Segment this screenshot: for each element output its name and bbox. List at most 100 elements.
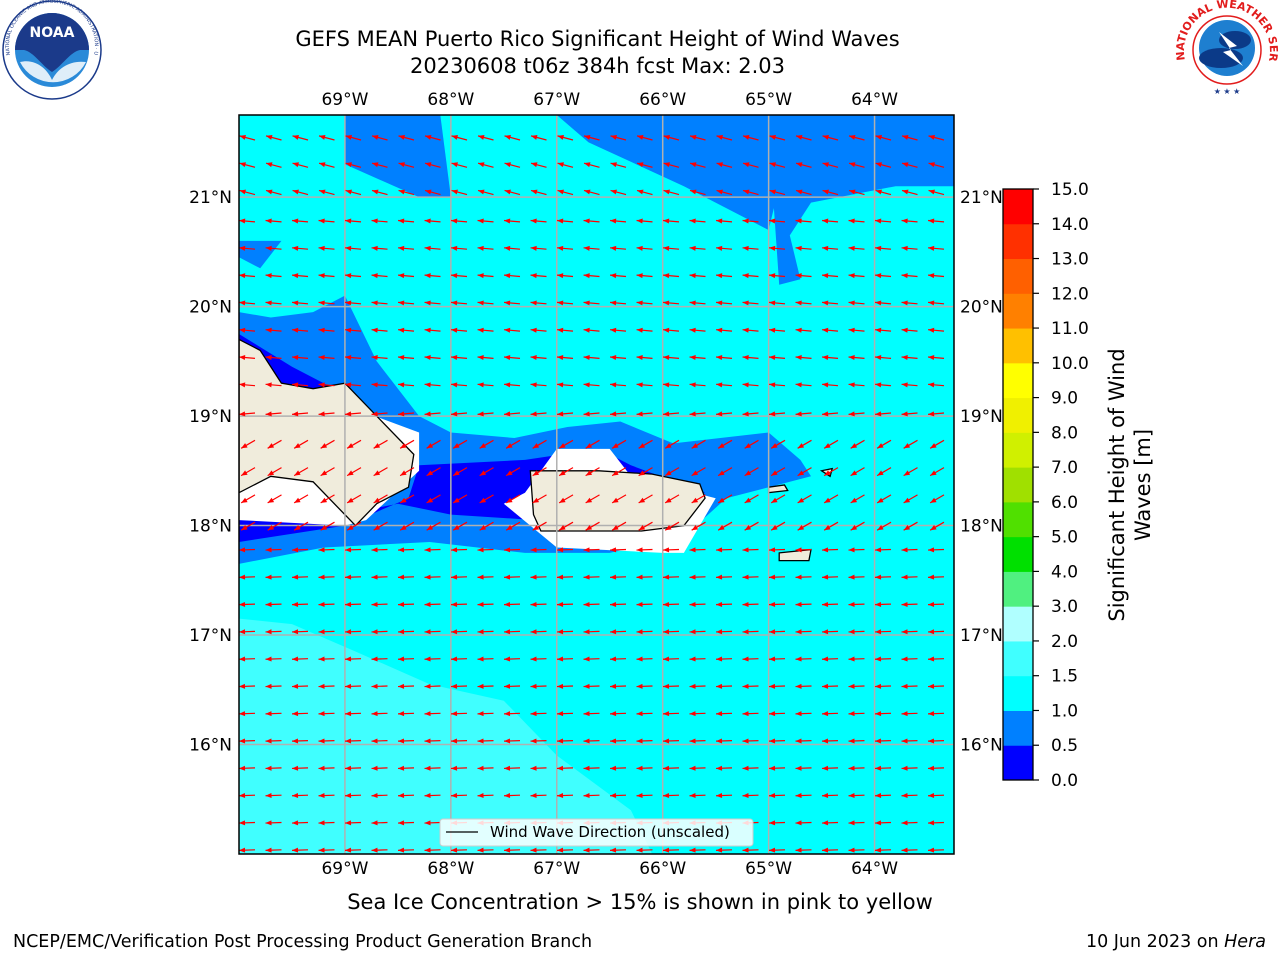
wave-arrow (715, 547, 733, 553)
wave-arrow (452, 467, 468, 477)
wave-arrow (556, 601, 574, 607)
wave-arrow (742, 355, 759, 361)
wave-arrow (583, 711, 600, 717)
wave-arrow (399, 494, 415, 504)
wave-arrow (901, 162, 918, 168)
wave-arrow (397, 547, 415, 553)
wave-arrow (823, 467, 839, 477)
wave-arrow (716, 382, 733, 388)
wave-arrow (689, 738, 706, 744)
wave-arrow (530, 847, 547, 853)
wave-arrow (479, 439, 494, 449)
wave-arrow (742, 411, 759, 417)
wave-arrow (477, 327, 494, 333)
wave-arrow (795, 218, 812, 224)
wave-arrow (318, 273, 335, 279)
wave-arrow (928, 273, 945, 279)
wave-arrow (742, 574, 759, 580)
wave-arrow (848, 574, 865, 580)
colorbar-tick-label: 8.0 (1051, 423, 1078, 443)
wave-arrow (638, 521, 653, 531)
lat-tick-left: 21°N (189, 188, 232, 208)
colorbar-segment (1003, 536, 1033, 572)
wave-arrow (715, 683, 733, 689)
wave-arrow (240, 494, 256, 504)
wave-arrow (848, 382, 865, 388)
wave-arrow (583, 738, 600, 744)
wave-arrow (344, 656, 362, 662)
wave-arrow (822, 162, 839, 168)
wave-arrow (663, 273, 680, 279)
wave-arrow (610, 411, 627, 417)
wave-arrow (769, 189, 786, 196)
wave-arrow (927, 765, 945, 771)
wave-arrow (609, 793, 627, 799)
wave-arrow (583, 300, 600, 306)
wave-arrow (293, 467, 309, 477)
wave-arrow (768, 656, 786, 662)
wave-arrow (371, 793, 388, 799)
wave-arrow (371, 300, 388, 306)
wave-arrow (398, 189, 415, 196)
map-axis-ticks: 69°W 69°W 68°W 68°W 67°W 67°W 66°W 66°W 65°W 65°W… (189, 90, 1003, 879)
wave-arrow (371, 162, 388, 168)
wave-arrow (928, 327, 945, 333)
wave-arrow (293, 494, 309, 504)
wave-arrow (610, 245, 627, 251)
wave-arrow (530, 738, 547, 744)
wave-arrow (371, 382, 388, 388)
wave-arrow (689, 601, 706, 607)
wave-arrow (663, 355, 680, 361)
wave-arrow (345, 218, 362, 224)
wave-arrow (821, 629, 839, 635)
wave-arrow (451, 300, 468, 306)
wave-arrow (848, 629, 865, 635)
colorbar-tick-label: 14.0 (1051, 215, 1089, 235)
wave-arrow (874, 629, 892, 635)
wave-arrow (662, 574, 680, 580)
wave-arrow (691, 494, 706, 504)
wave-arrow (662, 547, 680, 553)
wave-arrow (901, 300, 918, 306)
wave-arrow (689, 245, 706, 251)
wave-arrow (662, 738, 680, 744)
wave-arrow (291, 601, 309, 607)
wave-arrow (689, 765, 706, 771)
wave-arrow (239, 601, 256, 607)
wave-arrow (556, 847, 574, 853)
wave-arrow (850, 494, 865, 504)
sea-ice-note: Sea Ice Concentration > 15% is shown in … (347, 890, 933, 914)
wave-arrow (583, 847, 600, 853)
wave-arrow (424, 134, 441, 141)
wave-arrow (398, 273, 415, 279)
wave-arrow (901, 189, 918, 196)
wave-arrow (504, 245, 521, 251)
wave-arrow (795, 245, 812, 251)
wave-arrow (265, 711, 282, 717)
wave-arrow (318, 683, 335, 689)
wave-arrow (320, 439, 335, 449)
wave-arrow (583, 218, 600, 224)
wave-arrow (901, 245, 918, 251)
wave-arrow (291, 765, 309, 771)
wave-arrow (346, 494, 362, 504)
wave-arrow (662, 847, 680, 853)
wave-arrow (769, 382, 786, 388)
lon-tick-top: 64°W (851, 90, 898, 110)
wave-arrow (769, 218, 786, 224)
wave-arrow (848, 847, 865, 853)
wave-arrow (532, 439, 547, 449)
wave-arrow (636, 162, 653, 168)
lat-tick-right: 16°N (960, 736, 1003, 756)
wave-arrow (239, 738, 256, 744)
wave-arrow (292, 355, 309, 361)
wave-arrow (239, 355, 256, 361)
lat-tick-left: 17°N (189, 626, 232, 646)
wave-arrow (928, 245, 945, 251)
wave-arrow (344, 683, 362, 689)
wave-arrow (557, 189, 574, 196)
wave-arrow (742, 629, 759, 635)
wave-arrow (557, 355, 574, 361)
arrow-legend: Wind Wave Direction (unscaled) (439, 818, 754, 847)
